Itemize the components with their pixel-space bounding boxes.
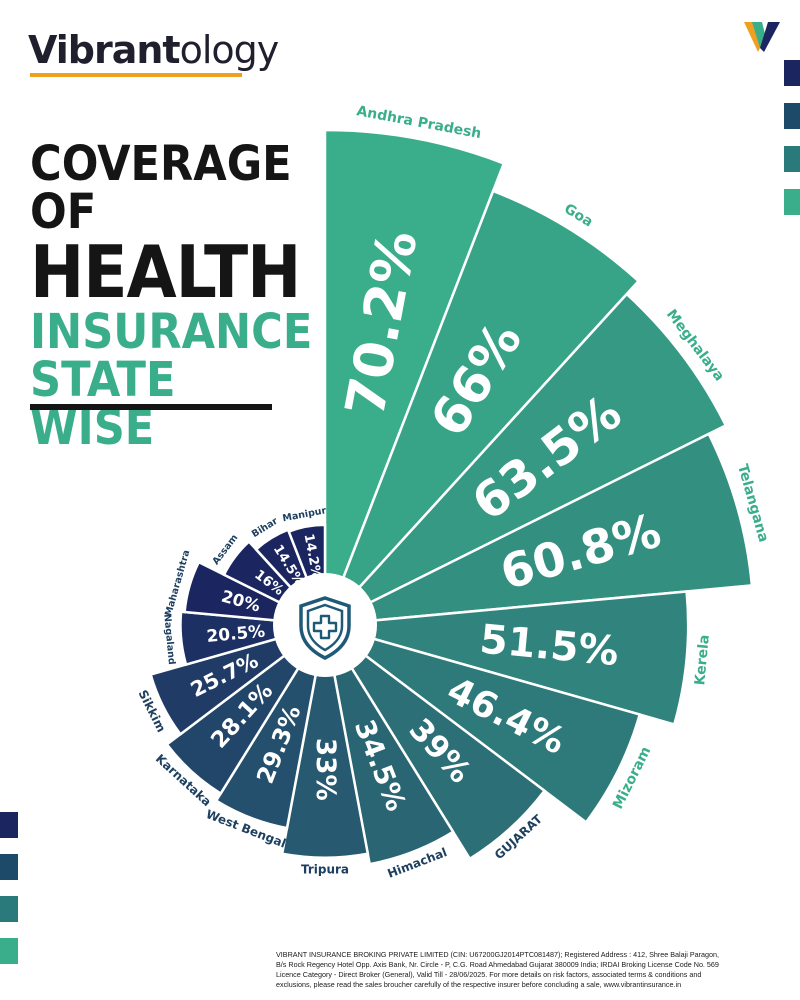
bar-gujarat	[323, 624, 547, 861]
bars-group	[149, 128, 754, 866]
category-label-manipur: Manipur	[282, 505, 328, 524]
title-line-2: HEALTH	[30, 230, 301, 314]
bar-himachal	[323, 624, 455, 866]
swatch-bottom-3	[0, 896, 18, 922]
footer-line-1: VIBRANT INSURANCE BROKING PRIVATE LIMITE…	[276, 950, 720, 959]
swatch-top-1	[784, 60, 800, 86]
shield-medical-cross-icon	[299, 596, 351, 660]
category-label-kerela: Kerela	[692, 634, 713, 686]
brand-name-bold: Vibrant	[28, 28, 181, 72]
page-title: COVERAGE OF HEALTH INSURANCE STATE WISE	[30, 136, 313, 456]
title-underline	[30, 404, 272, 410]
bar-west-bengal	[214, 624, 327, 830]
logo-underline	[30, 73, 242, 77]
swatch-bottom-1	[0, 812, 18, 838]
brand-logo: Vibrantology	[28, 28, 280, 72]
bar-karnataka	[165, 624, 327, 796]
category-label-nagaland: Nagaland	[161, 614, 177, 666]
swatch-top-3	[784, 146, 800, 172]
footer-line-4: exclusions, please read the sales brouch…	[276, 980, 682, 989]
center-circle	[273, 573, 377, 677]
swatch-top-2	[784, 103, 800, 129]
footer-line-2: B/s Rock Regency Hotel Opp. Axis Bank, N…	[276, 960, 719, 969]
swatch-bottom-4	[0, 938, 18, 964]
title-line-1: COVERAGE OF	[30, 136, 292, 240]
bar-kerela	[324, 590, 690, 726]
swatch-bottom-2	[0, 854, 18, 880]
value-label-tripura: 33%	[310, 738, 340, 801]
title-line-3: INSURANCE	[30, 304, 313, 360]
swatch-top-4	[784, 189, 800, 215]
footer-line-3: Licence Category - Direct Broker (Genera…	[276, 970, 702, 979]
footer-disclaimer: VIBRANT INSURANCE BROKING PRIVATE LIMITE…	[276, 950, 784, 990]
bar-goa	[323, 189, 641, 626]
bar-tripura	[280, 624, 370, 859]
brand-name-light: ology	[179, 28, 280, 72]
bar-andhra-pradesh	[323, 128, 506, 626]
bar-telangana	[324, 432, 754, 627]
bar-mizoram	[324, 623, 642, 824]
title-line-4: STATE WISE	[30, 352, 176, 456]
category-label-tripura: Tripura	[301, 863, 349, 877]
bar-meghalaya	[324, 292, 728, 627]
brand-v-mark-icon	[744, 22, 780, 52]
